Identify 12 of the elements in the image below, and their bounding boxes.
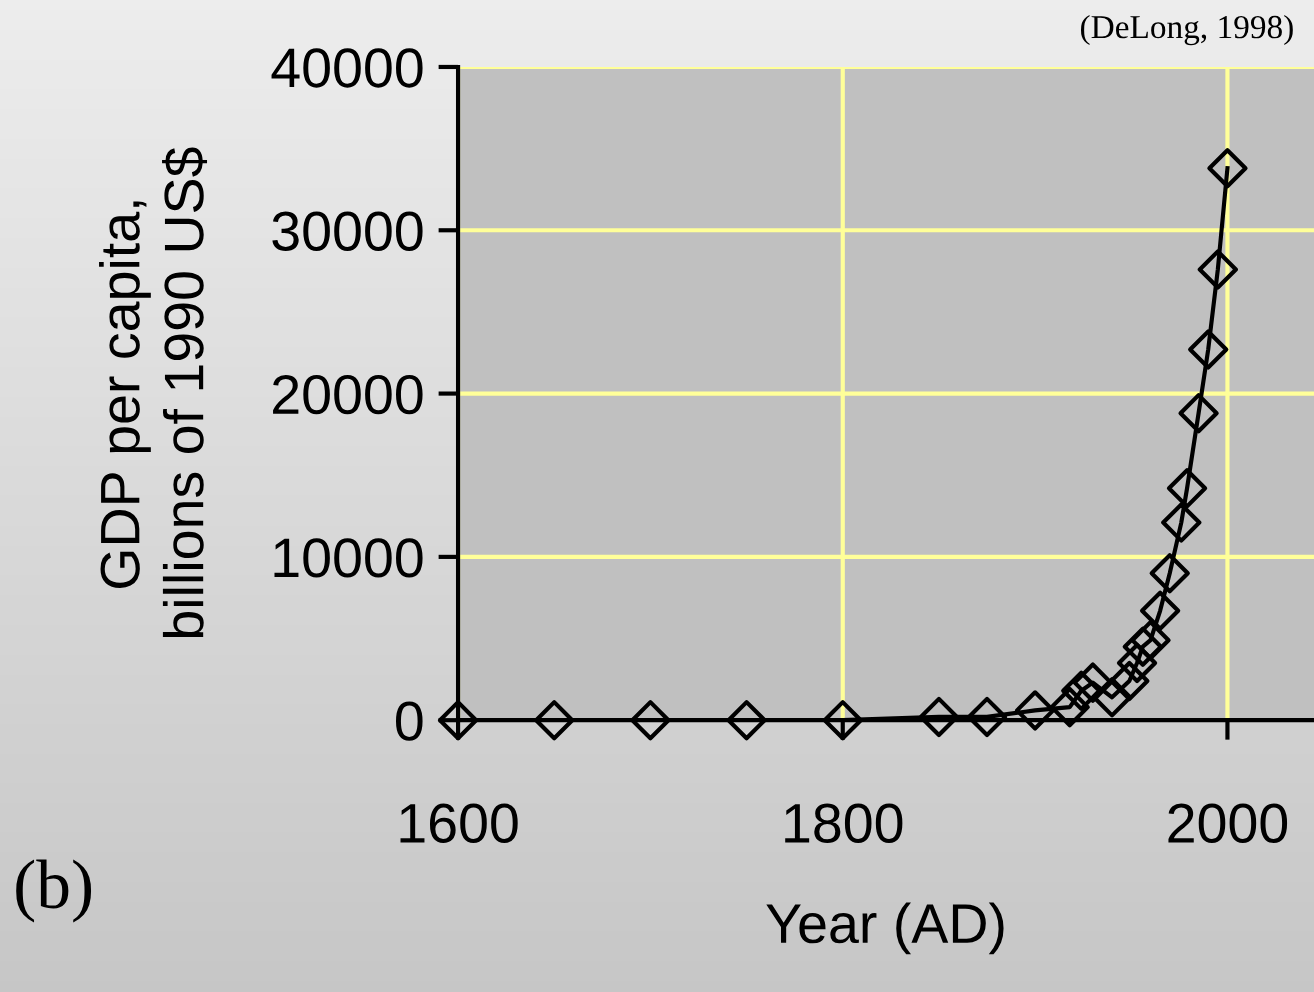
- y-tick-label: 0: [396, 701, 423, 741]
- y-axis-title: GDP per capita, billions of 1990 US$: [99, 147, 208, 638]
- y-tick-label: 30000: [272, 211, 423, 251]
- text: (DeLong, 1998): [1080, 14, 1293, 46]
- x-axis-title: Year (AD): [766, 902, 1004, 955]
- x-tick-label: 1800: [785, 803, 903, 843]
- x-tick-label: 2000: [1168, 803, 1288, 843]
- y-tick-label: 10000: [274, 538, 423, 578]
- text: (b): [16, 859, 92, 923]
- y-tick-label: 40000: [271, 48, 423, 88]
- x-tick-label: 1600: [400, 803, 518, 843]
- y-tick-label: 20000: [273, 374, 423, 415]
